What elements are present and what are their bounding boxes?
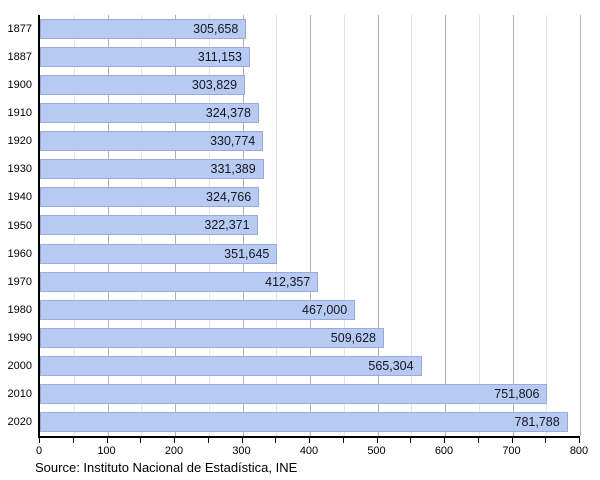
x-axis-tick <box>140 438 142 443</box>
bar-row-1877: 305,658 <box>40 15 580 43</box>
x-axis-tick-label-200: 200 <box>164 445 184 457</box>
bar-1940: 324,766 <box>40 187 260 208</box>
x-axis-tick-label-400: 400 <box>299 445 319 457</box>
x-axis-tick <box>275 438 277 443</box>
bar-1950: 322,371 <box>40 215 258 236</box>
y-axis-label-2020: 2020 <box>7 415 32 428</box>
bar-value-label: 412,357 <box>265 274 311 289</box>
gridline-800 <box>580 15 581 436</box>
gridline-700 <box>512 15 514 436</box>
x-axis-tick <box>579 438 580 443</box>
x-axis-tick <box>477 438 479 443</box>
bar-value-label: 322,371 <box>204 218 250 233</box>
bar-1980: 467,000 <box>40 299 356 320</box>
x-axis-tick-label-800: 800 <box>569 445 589 457</box>
x-axis-tick <box>511 438 513 443</box>
bar-row-1920: 330,774 <box>40 127 580 155</box>
bar-1910: 324,378 <box>40 103 259 124</box>
y-axis-label-1920: 1920 <box>7 135 32 148</box>
y-axis-label-1980: 1980 <box>7 303 32 316</box>
bar-1920: 330,774 <box>40 131 264 152</box>
gridline-650 <box>478 15 480 436</box>
gridline-750 <box>546 15 548 436</box>
bar-2010: 751,806 <box>40 383 548 404</box>
x-axis-tick <box>241 438 243 443</box>
gridline-400 <box>310 15 311 436</box>
y-axis-label-1877: 1877 <box>7 23 32 36</box>
bar-value-label: 330,774 <box>210 134 256 149</box>
x-axis-tick <box>376 438 378 443</box>
bar-row-1960: 351,645 <box>40 240 580 268</box>
bar-1887: 311,153 <box>40 47 251 68</box>
x-axis-tick-label-0: 0 <box>35 445 43 457</box>
bar-value-label: 781,788 <box>514 414 560 429</box>
bar-1930: 331,389 <box>40 159 264 180</box>
gridline-600 <box>445 15 446 436</box>
x-axis-tick <box>207 438 209 443</box>
x-axis-tick <box>545 438 547 443</box>
bar-row-1887: 311,153 <box>40 43 580 71</box>
y-axis-label-1930: 1930 <box>7 163 32 176</box>
x-axis-tick <box>72 438 74 443</box>
bar-row-1970: 412,357 <box>40 268 580 296</box>
bar-value-label: 311,153 <box>197 50 243 65</box>
y-axis-label-1910: 1910 <box>7 107 32 120</box>
bar-1970: 412,357 <box>40 271 319 292</box>
y-axis-label-1887: 1887 <box>7 51 32 64</box>
bar-row-1930: 331,389 <box>40 155 580 183</box>
bar-1960: 351,645 <box>40 243 278 264</box>
y-axis-label-1900: 1900 <box>7 79 32 92</box>
gridline-350 <box>276 15 278 436</box>
x-axis-tick-label-600: 600 <box>434 445 454 457</box>
gridline-500 <box>377 15 379 436</box>
bar-row-2000: 565,304 <box>40 352 580 380</box>
bar-value-label: 509,628 <box>330 330 376 345</box>
bar-value-label: 324,378 <box>205 106 251 121</box>
bar-value-label: 324,766 <box>206 190 252 205</box>
bar-value-label: 303,829 <box>191 78 238 93</box>
y-axis-label-1940: 1940 <box>7 191 32 204</box>
y-axis-label-2000: 2000 <box>7 359 32 372</box>
bar-value-label: 751,806 <box>494 386 540 401</box>
x-axis-tick-label-500: 500 <box>367 445 386 457</box>
x-axis-tick <box>410 438 412 443</box>
bar-row-1940: 324,766 <box>40 183 580 211</box>
bar-row-1950: 322,371 <box>40 211 580 239</box>
bar-row-1990: 509,628 <box>40 324 580 352</box>
bar-1877: 305,658 <box>40 19 247 40</box>
x-axis-tick-label-300: 300 <box>232 445 251 457</box>
y-axis-label-1960: 1960 <box>7 247 32 260</box>
x-axis-tick <box>309 438 310 443</box>
bar-row-1910: 324,378 <box>40 99 580 127</box>
gridline-450 <box>343 15 345 436</box>
bar-value-label: 565,304 <box>368 358 414 373</box>
bar-value-label: 351,645 <box>224 246 270 261</box>
y-axis-label-2010: 2010 <box>7 387 32 400</box>
y-axis-label-1990: 1990 <box>7 331 32 344</box>
bar-2020: 781,788 <box>40 411 568 432</box>
bar-row-1900: 303,829 <box>40 71 580 99</box>
x-axis-tick <box>106 438 108 443</box>
bar-2000: 565,304 <box>40 355 422 376</box>
gridline-550 <box>411 15 413 436</box>
bar-row-2020: 781,788 <box>40 408 580 436</box>
x-axis-tick-label-100: 100 <box>97 445 116 457</box>
bar-row-2010: 751,806 <box>40 380 580 408</box>
x-axis-tick <box>174 438 175 443</box>
x-axis-tick-label-700: 700 <box>502 445 521 457</box>
source-note: Source: Instituto Nacional de Estadístic… <box>35 460 298 475</box>
plot-area: 305,658 311,153 303,829 324,378 330,774 331,3… <box>38 15 581 438</box>
x-axis-tick <box>444 438 445 443</box>
y-axis-label-1970: 1970 <box>7 275 32 288</box>
bar-value-label: 467,000 <box>302 302 348 317</box>
x-axis-tick <box>342 438 344 443</box>
bar-value-label: 331,389 <box>210 162 256 177</box>
x-axis-tick <box>39 438 40 443</box>
bar-row-1980: 467,000 <box>40 296 580 324</box>
bar-1990: 509,628 <box>40 327 384 348</box>
bar-value-label: 305,658 <box>193 22 239 37</box>
bar-1900: 303,829 <box>40 75 246 96</box>
y-axis-label-1950: 1950 <box>7 219 32 232</box>
